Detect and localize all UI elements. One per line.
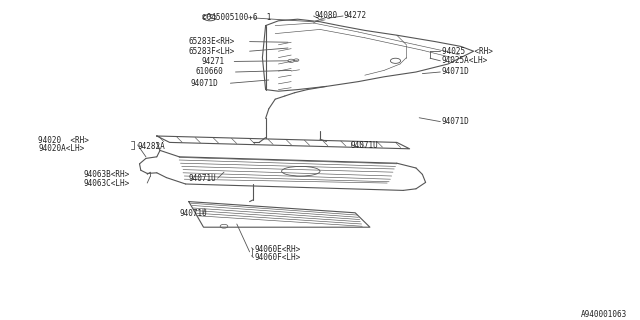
Text: 94025  <RH>: 94025 <RH> — [442, 47, 492, 56]
Text: 94020A<LH>: 94020A<LH> — [38, 144, 84, 153]
Text: 94282A: 94282A — [138, 142, 165, 151]
Text: 94071D: 94071D — [191, 79, 218, 88]
Text: 94060E<RH>: 94060E<RH> — [255, 245, 301, 254]
Text: 94071U: 94071U — [351, 141, 378, 150]
Text: 94071U: 94071U — [179, 209, 207, 218]
Text: 65283E<RH>: 65283E<RH> — [189, 37, 235, 46]
Text: 65283F<LH>: 65283F<LH> — [189, 47, 235, 56]
Text: 94063C<LH>: 94063C<LH> — [83, 179, 129, 188]
Text: S: S — [208, 15, 212, 20]
Text: 94020  <RH>: 94020 <RH> — [38, 136, 89, 145]
Text: 94063B<RH>: 94063B<RH> — [83, 170, 129, 179]
Text: 94271: 94271 — [202, 57, 225, 66]
Text: 94272: 94272 — [343, 11, 366, 20]
Text: 94071D: 94071D — [442, 68, 469, 76]
Text: ©045005100✈6  1: ©045005100✈6 1 — [202, 13, 271, 22]
Text: 610660: 610660 — [196, 68, 223, 76]
Text: 94060F<LH>: 94060F<LH> — [255, 253, 301, 262]
Text: 94025A<LH>: 94025A<LH> — [442, 56, 488, 65]
Text: A940001063: A940001063 — [581, 310, 627, 319]
Text: 94071U: 94071U — [189, 174, 216, 183]
Text: 94071D: 94071D — [442, 117, 469, 126]
Text: 94080: 94080 — [315, 11, 338, 20]
